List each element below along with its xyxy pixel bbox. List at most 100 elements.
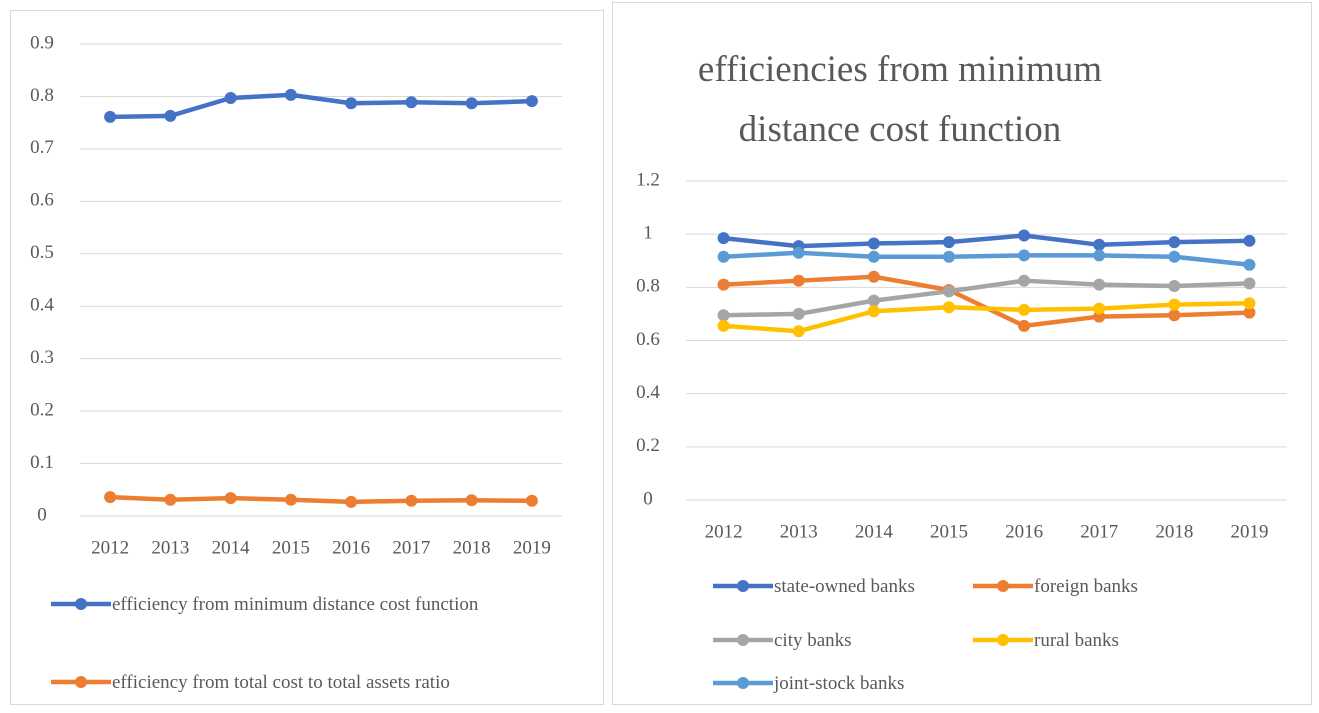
legend-swatch: [51, 676, 111, 688]
data-point: [717, 319, 730, 332]
right-panel: [612, 2, 1312, 705]
y-tick-label: 0.7: [30, 137, 54, 158]
x-tick-label: 2016: [332, 537, 370, 558]
legend-label: joint-stock banks: [774, 673, 905, 694]
y-tick-label: 0.9: [30, 32, 54, 53]
x-tick-label: 2019: [1230, 521, 1268, 542]
data-point: [867, 250, 880, 263]
legend-marker: [737, 580, 749, 592]
left-panel: [10, 10, 604, 705]
data-point: [717, 232, 730, 245]
legend-label: rural banks: [1034, 630, 1119, 651]
x-tick-label: 2013: [151, 537, 189, 558]
data-point: [405, 96, 418, 109]
data-point: [867, 237, 880, 250]
legend-marker: [737, 634, 749, 646]
data-point: [104, 491, 117, 504]
x-tick-label: 2013: [780, 521, 818, 542]
y-tick-label: 0.8: [30, 85, 54, 106]
data-point: [1168, 250, 1181, 263]
legend-label: efficiency from minimum distance cost fu…: [112, 594, 479, 615]
legend-item: city banks: [712, 628, 974, 653]
legend-swatch: [973, 634, 1033, 646]
legend-item: state-owned banks: [712, 574, 974, 599]
legend-marker: [737, 677, 749, 689]
data-point: [867, 294, 880, 307]
legend-item: joint-stock banks: [712, 671, 994, 696]
legend-item: efficiency from minimum distance cost fu…: [50, 592, 552, 617]
series-line: [110, 494, 532, 505]
data-point: [792, 246, 805, 259]
data-point: [1018, 303, 1031, 316]
y-tick-label: 0.2: [636, 435, 660, 456]
series-line: [723, 250, 1250, 267]
data-point: [164, 109, 177, 122]
legend-item: foreign banks: [972, 574, 1254, 599]
data-point: [1093, 238, 1106, 251]
y-tick-label: 1.2: [636, 169, 660, 190]
data-point: [942, 236, 955, 249]
y-tick-label: 0.2: [30, 399, 54, 420]
legend-marker: [75, 598, 87, 610]
legend-marker: [997, 634, 1009, 646]
data-point: [525, 494, 538, 507]
data-point: [1018, 274, 1031, 287]
data-point: [1243, 234, 1256, 247]
data-point: [1243, 306, 1256, 319]
x-tick-label: 2017: [392, 537, 430, 558]
legend-label: state-owned banks: [774, 576, 915, 597]
series-line: [723, 301, 1250, 334]
data-point: [465, 97, 478, 110]
data-point: [792, 307, 805, 320]
x-tick-label: 2017: [1080, 521, 1118, 542]
legend-item: efficiency from total cost to total asse…: [50, 670, 592, 695]
data-point: [345, 97, 358, 110]
data-point: [717, 309, 730, 322]
legend-marker: [75, 676, 87, 688]
data-point: [942, 285, 955, 298]
legend-marker: [997, 580, 1009, 592]
data-point: [942, 301, 955, 314]
series-line: [110, 92, 532, 120]
data-point: [1168, 280, 1181, 293]
legend-swatch: [973, 580, 1033, 592]
data-point: [164, 493, 177, 506]
x-tick-label: 2012: [705, 521, 743, 542]
x-tick-label: 2016: [1005, 521, 1043, 542]
legend-label: foreign banks: [1034, 576, 1138, 597]
y-tick-label: 0.1: [30, 452, 54, 473]
data-point: [1168, 309, 1181, 322]
x-tick-label: 2014: [855, 521, 894, 542]
legend-item: rural banks: [972, 628, 1254, 653]
data-point: [345, 495, 358, 508]
data-point: [104, 110, 117, 123]
y-tick-label: 0.4: [636, 382, 660, 403]
data-point: [1168, 298, 1181, 311]
data-point: [717, 250, 730, 263]
y-tick-label: 0: [37, 504, 47, 525]
data-point: [465, 494, 478, 507]
y-tick-label: 1: [643, 223, 653, 244]
y-tick-label: 0.6: [636, 329, 660, 350]
x-tick-label: 2019: [513, 537, 551, 558]
data-point: [867, 305, 880, 318]
legend-swatch: [713, 677, 773, 689]
series-line: [723, 278, 1250, 318]
y-tick-label: 0: [643, 488, 653, 509]
legend-label: city banks: [774, 630, 852, 651]
chart-title: efficiencies from minimum distance cost …: [697, 49, 1103, 150]
x-tick-label: 2018: [453, 537, 491, 558]
data-point: [284, 493, 297, 506]
data-point: [525, 95, 538, 108]
x-tick-label: 2018: [1155, 521, 1193, 542]
data-point: [1168, 236, 1181, 249]
x-tick-label: 2014: [212, 537, 251, 558]
x-tick-label: 2015: [930, 521, 968, 542]
data-point: [1243, 297, 1256, 310]
legend-swatch: [51, 598, 111, 610]
data-point: [1093, 302, 1106, 315]
data-point: [1018, 319, 1031, 332]
legend-label: efficiency from total cost to total asse…: [112, 672, 450, 693]
data-point: [792, 325, 805, 338]
